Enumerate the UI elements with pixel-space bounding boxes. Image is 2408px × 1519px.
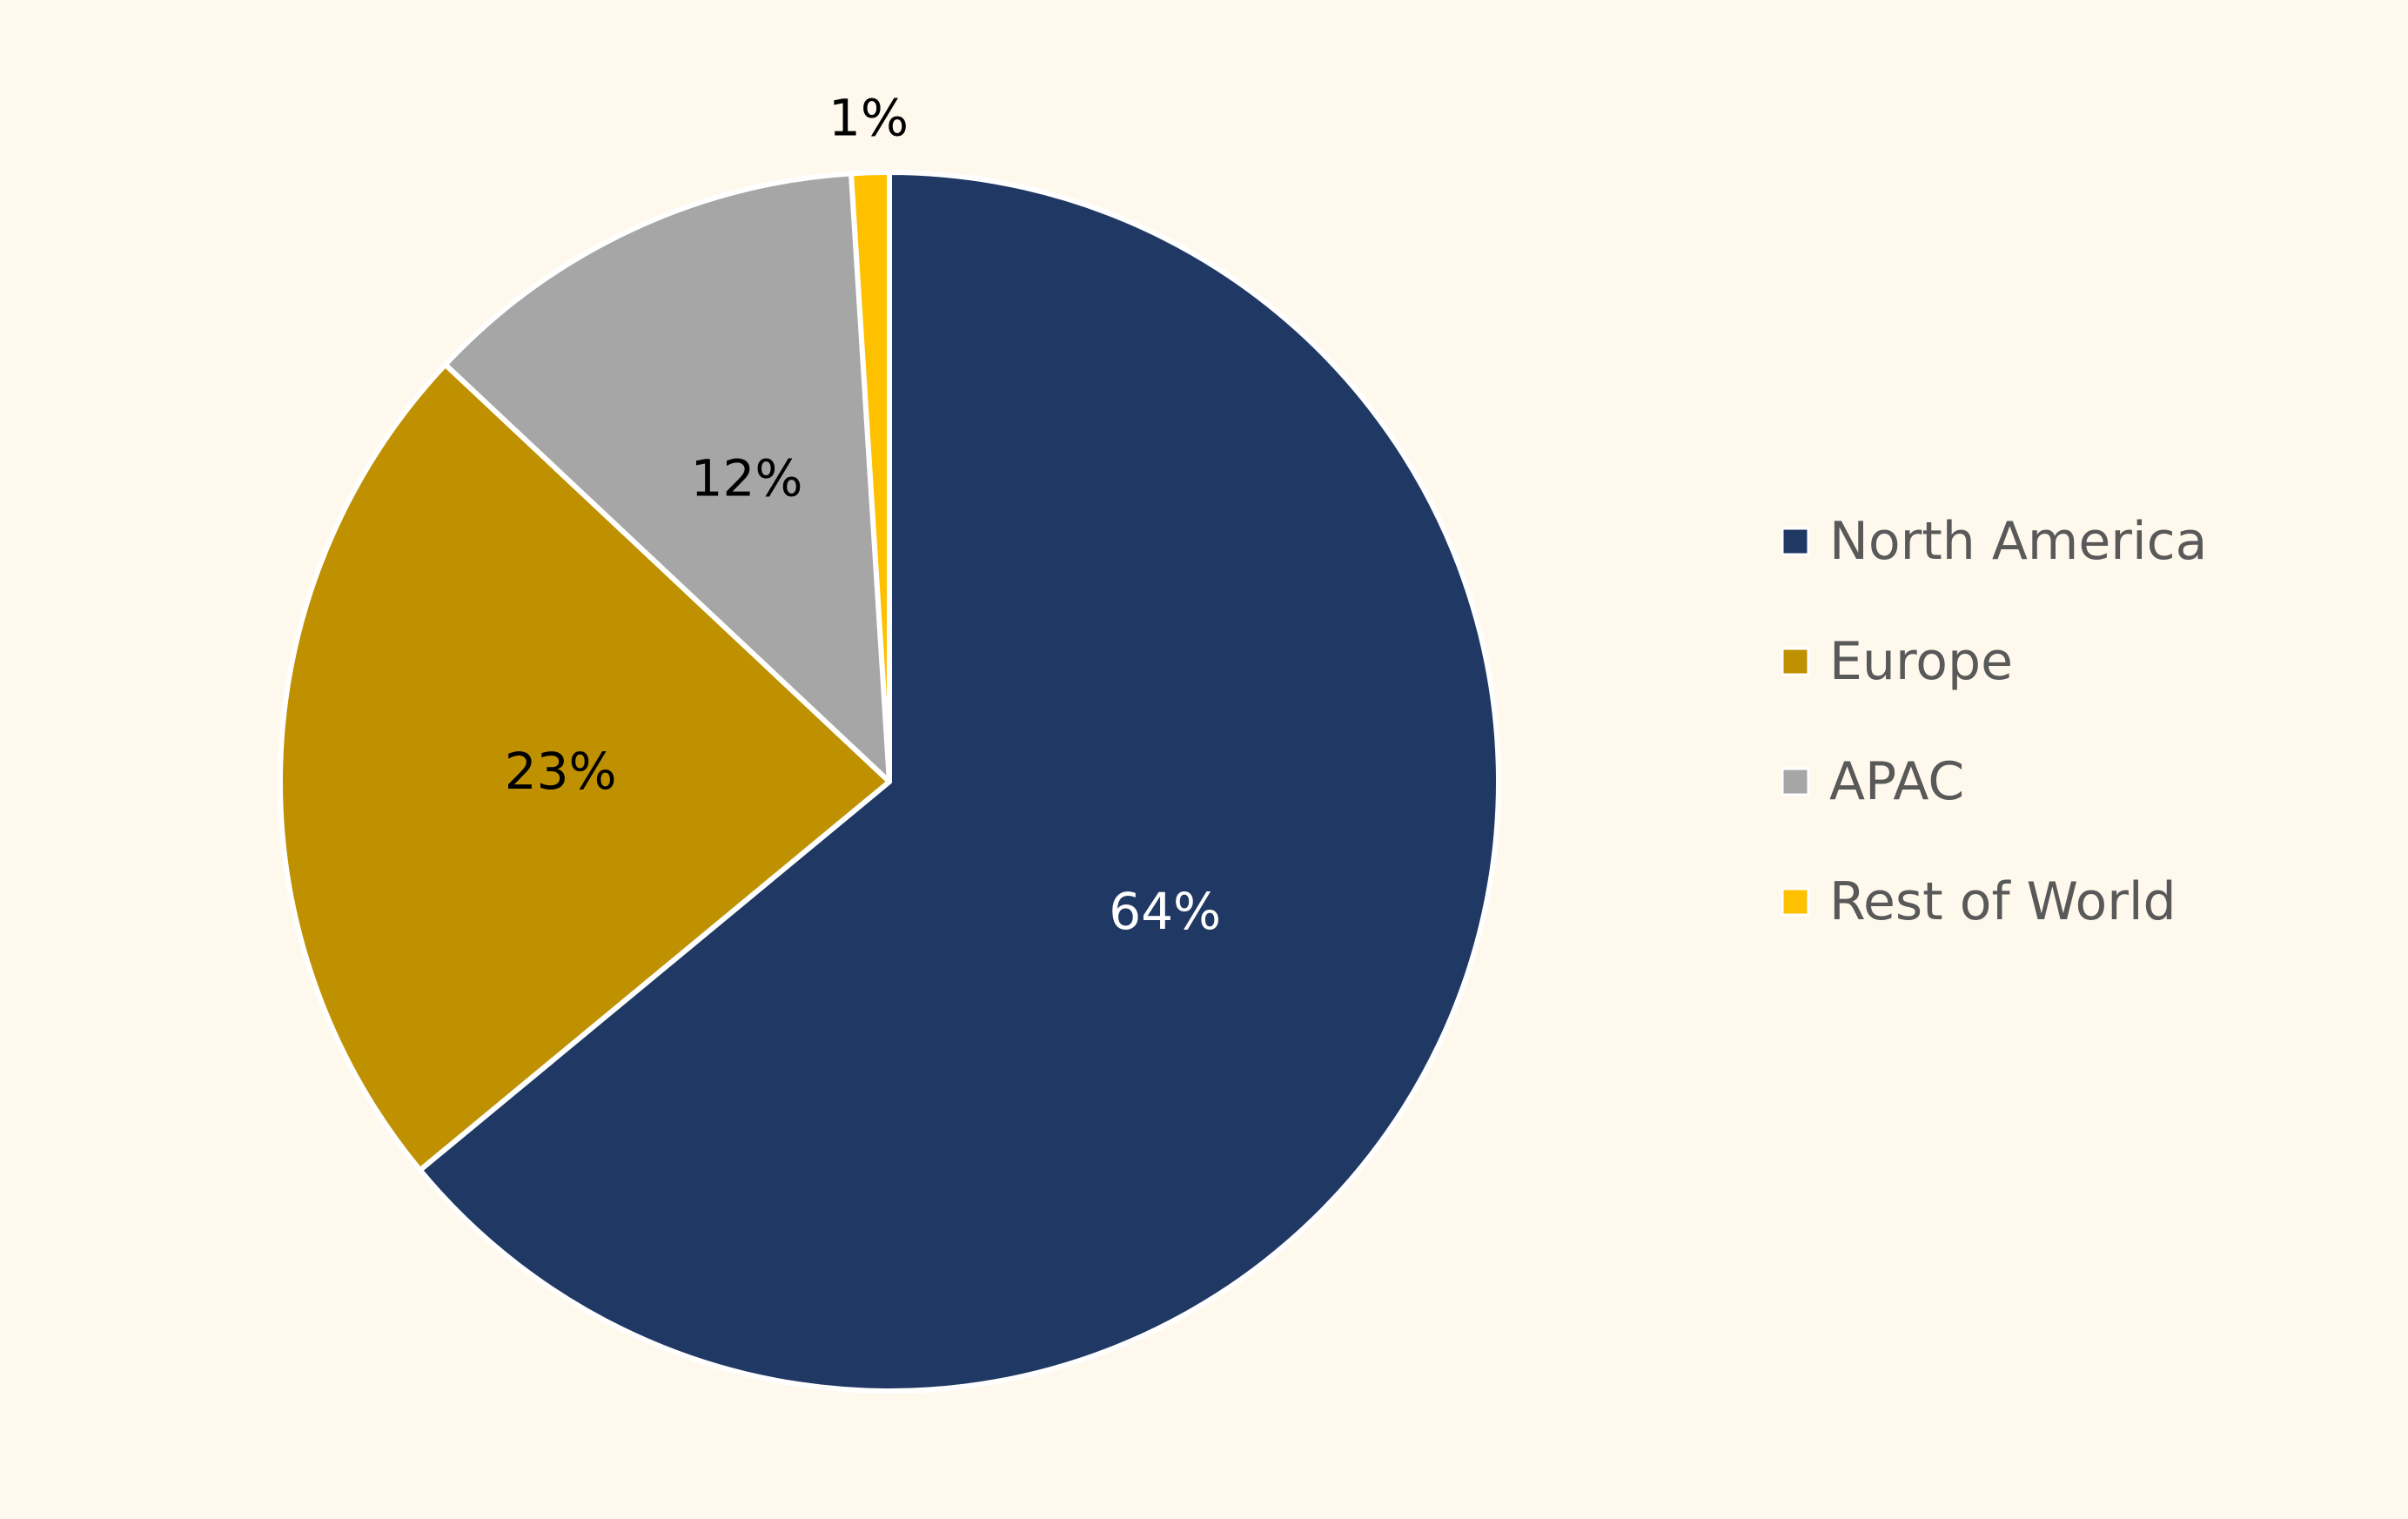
legend-label-europe: Europe (1829, 631, 2013, 692)
slice-apac (442, 171, 892, 784)
legend-swatch-north-america (1781, 527, 1810, 556)
legend-swatch-apac (1781, 767, 1810, 796)
slice-rest-of-world (849, 170, 892, 784)
legend-label-north-america: North America (1829, 511, 2207, 572)
data-label-apac: 12% (691, 449, 803, 508)
data-label-rest-of-world: 1% (828, 88, 909, 147)
data-label-north-america: 64% (1109, 882, 1221, 941)
pie-data-labels: 64% 23% 12% 1% (505, 88, 1221, 941)
legend-label-rest-of-world: Rest of World (1829, 871, 2177, 932)
slice-north-america (417, 170, 1501, 1394)
pie-slices (277, 170, 1501, 1394)
legend-swatch-europe (1781, 647, 1810, 676)
data-label-europe: 23% (505, 742, 617, 801)
slice-europe (277, 361, 892, 1173)
legend: North America Europe APAC Rest of World (1781, 511, 2207, 932)
legend-label-apac: APAC (1829, 751, 1964, 812)
legend-swatch-rest-of-world (1781, 887, 1810, 917)
